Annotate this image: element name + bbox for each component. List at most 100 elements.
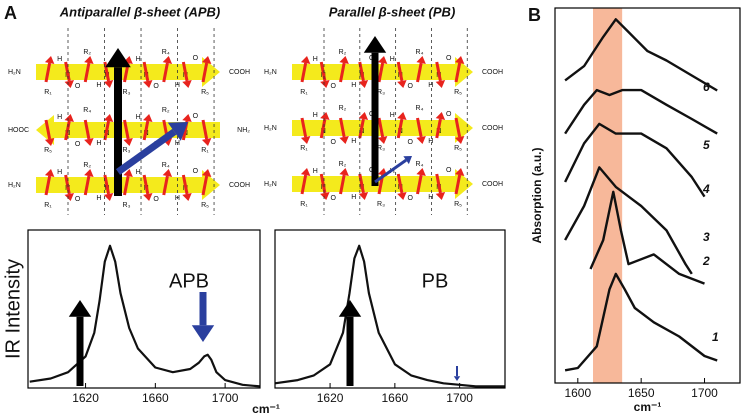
side-chain: R₅: [454, 145, 462, 152]
atom-h: H: [313, 112, 318, 119]
strand-arrow: [36, 170, 220, 200]
red-arrow-head: [435, 80, 446, 88]
atom-o: O: [193, 55, 199, 62]
red-arrow-head: [103, 114, 114, 122]
red-arrow-head: [454, 168, 465, 176]
spectrum-line: [564, 88, 718, 135]
panel-label: A: [4, 3, 17, 23]
red-arrow: [103, 174, 110, 195]
red-arrow: [44, 62, 52, 83]
chain-end: COOH: [482, 181, 503, 188]
atom-o: O: [193, 113, 199, 120]
red-arrow-head: [201, 169, 212, 177]
atom-o: O: [331, 195, 337, 202]
chain-end: COOH: [229, 182, 250, 189]
spectrum-line: [564, 166, 693, 275]
red-arrow-head: [358, 192, 369, 200]
red-arrow-head: [397, 80, 407, 88]
strand-arrow: [292, 113, 473, 143]
chain-end: NH₂: [237, 127, 250, 134]
atom-h: H: [96, 195, 101, 202]
red-arrow: [435, 61, 442, 82]
peak-arrow-head: [191, 325, 215, 342]
atom-o: O: [331, 83, 337, 90]
red-arrow: [142, 174, 150, 195]
red-arrow: [162, 175, 169, 196]
red-arrow: [319, 173, 327, 194]
red-arrow: [358, 118, 365, 139]
red-arrow-head: [162, 169, 173, 177]
red-arrow: [377, 117, 385, 138]
side-chain: R₅: [201, 89, 209, 96]
side-chain: R₁: [300, 89, 308, 96]
atom-h: H: [428, 194, 433, 201]
red-arrow: [339, 174, 346, 195]
red-arrow: [64, 120, 71, 141]
side-chain: R₄: [416, 161, 424, 168]
red-arrow-head: [103, 193, 114, 201]
side-chain: R₅: [201, 202, 209, 209]
red-arrow: [181, 61, 189, 82]
red-arrow: [103, 61, 110, 82]
red-arrow-head: [454, 136, 465, 144]
atom-h: H: [175, 82, 180, 89]
x-tick-label: 1650: [628, 386, 655, 400]
spectrum-line: [274, 244, 505, 388]
red-arrow-head: [358, 80, 369, 88]
spectrum-line: [564, 18, 718, 92]
series-label: 2: [702, 254, 710, 268]
annotation: APB: [169, 270, 209, 292]
highlight-band: [593, 8, 623, 383]
side-chain: R₅: [44, 147, 52, 154]
side-chain: R₅: [454, 201, 462, 208]
red-arrow: [64, 174, 71, 195]
atom-h: H: [428, 82, 433, 89]
panel-label: B: [528, 5, 541, 25]
red-arrow-head: [143, 193, 153, 201]
peak-arrow-head: [68, 300, 92, 317]
series-label: 4: [702, 182, 710, 196]
side-chain: R₁: [44, 202, 52, 209]
atom-h: H: [136, 169, 141, 176]
atom-o: O: [153, 83, 159, 90]
red-arrow-head: [201, 138, 212, 146]
red-arrow-head: [182, 114, 192, 122]
red-arrow: [396, 61, 404, 82]
side-chain: R₁: [44, 89, 52, 96]
transition-dipole-head: [403, 156, 412, 165]
x-tick-label: 1700: [691, 386, 718, 400]
red-arrow-head: [435, 192, 446, 200]
red-arrow-head: [44, 56, 55, 64]
transition-dipole-head: [363, 36, 387, 53]
side-chain: R₁: [300, 201, 308, 208]
red-arrow-head: [44, 138, 55, 146]
strand-arrow: [292, 169, 473, 199]
red-arrow: [454, 62, 462, 83]
red-arrow-head: [201, 56, 212, 64]
atom-h: H: [96, 82, 101, 89]
red-arrow: [64, 61, 71, 82]
red-arrow-head: [454, 56, 465, 64]
atom-h: H: [351, 138, 356, 145]
red-arrow-head: [358, 112, 369, 120]
red-arrow-head: [377, 56, 388, 64]
red-arrow: [83, 175, 91, 196]
series-label: 6: [703, 80, 710, 94]
red-arrow-head: [84, 138, 94, 146]
atom-h: H: [96, 140, 101, 147]
side-chain: R₁: [201, 147, 209, 154]
strand-arrow: [36, 57, 220, 87]
red-arrow-head: [339, 168, 349, 176]
x-axis-label: cm⁻¹: [252, 402, 280, 416]
atom-h: H: [428, 138, 433, 145]
red-arrow-head: [143, 80, 153, 88]
atom-o: O: [331, 139, 337, 146]
red-arrow: [201, 62, 209, 83]
atom-o: O: [193, 168, 199, 175]
series-label: 5: [703, 138, 710, 152]
red-arrow-head: [44, 169, 55, 177]
x-axis-label: cm⁻¹: [634, 400, 662, 414]
chain-end: COOH: [482, 125, 503, 132]
red-arrow-head: [416, 136, 426, 144]
side-chain: R₄: [162, 49, 170, 56]
